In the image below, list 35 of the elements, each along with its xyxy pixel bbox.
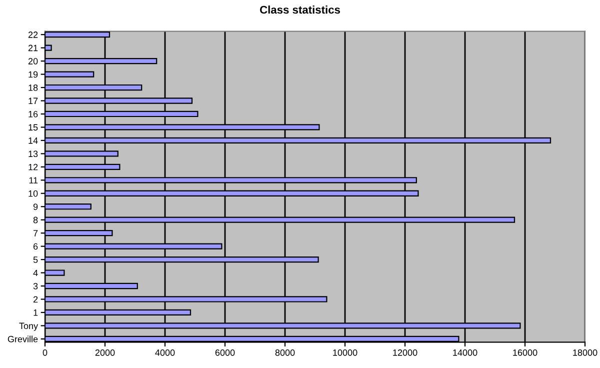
x-tick-label: 0 bbox=[42, 349, 48, 356]
y-tick-label: 19 bbox=[28, 71, 38, 78]
y-tick-label: 16 bbox=[28, 110, 38, 118]
x-tick-label: 12000 bbox=[393, 349, 418, 356]
y-tick-label: 11 bbox=[29, 177, 38, 184]
y-tick-label: 8 bbox=[33, 216, 38, 224]
y-tick-label: 2 bbox=[33, 296, 38, 303]
y-tick-label: 3 bbox=[33, 282, 38, 290]
y-tick-label: 9 bbox=[33, 204, 38, 210]
x-tick-label: 14000 bbox=[453, 349, 478, 356]
x-tick-label: 6000 bbox=[215, 349, 235, 356]
y-tick-label: 4 bbox=[33, 270, 38, 276]
y-tick-label: 22 bbox=[28, 32, 38, 38]
y-tick-label: 12 bbox=[28, 164, 38, 170]
y-tick-label: 21 bbox=[28, 44, 38, 52]
y-tick-label: 18 bbox=[28, 84, 38, 91]
x-tick-label: 4000 bbox=[155, 349, 175, 356]
x-tick-label: 16000 bbox=[513, 349, 538, 356]
y-tick-label: 13 bbox=[28, 150, 38, 158]
y-tick-label: 5 bbox=[33, 256, 38, 263]
y-tick-label: 1 bbox=[34, 310, 38, 316]
x-tick-label: 10000 bbox=[333, 349, 358, 356]
chart-title: Class statistics bbox=[260, 6, 340, 14]
x-tick-label: 18000 bbox=[573, 349, 598, 356]
y-tick-label: 17 bbox=[28, 98, 38, 104]
x-tick-label: 8000 bbox=[275, 349, 295, 356]
y-tick-label: 14 bbox=[28, 138, 38, 144]
y-tick-label: 10 bbox=[28, 190, 38, 197]
y-tick-label: 20 bbox=[28, 58, 38, 64]
x-tick-label: 2000 bbox=[95, 349, 115, 356]
y-tick-label: Greville bbox=[8, 336, 38, 342]
y-tick-label: Tony bbox=[19, 322, 38, 331]
y-tick-label: 7 bbox=[34, 230, 38, 236]
y-tick-label: 15 bbox=[28, 124, 38, 131]
y-tick-label: 6 bbox=[33, 243, 38, 250]
